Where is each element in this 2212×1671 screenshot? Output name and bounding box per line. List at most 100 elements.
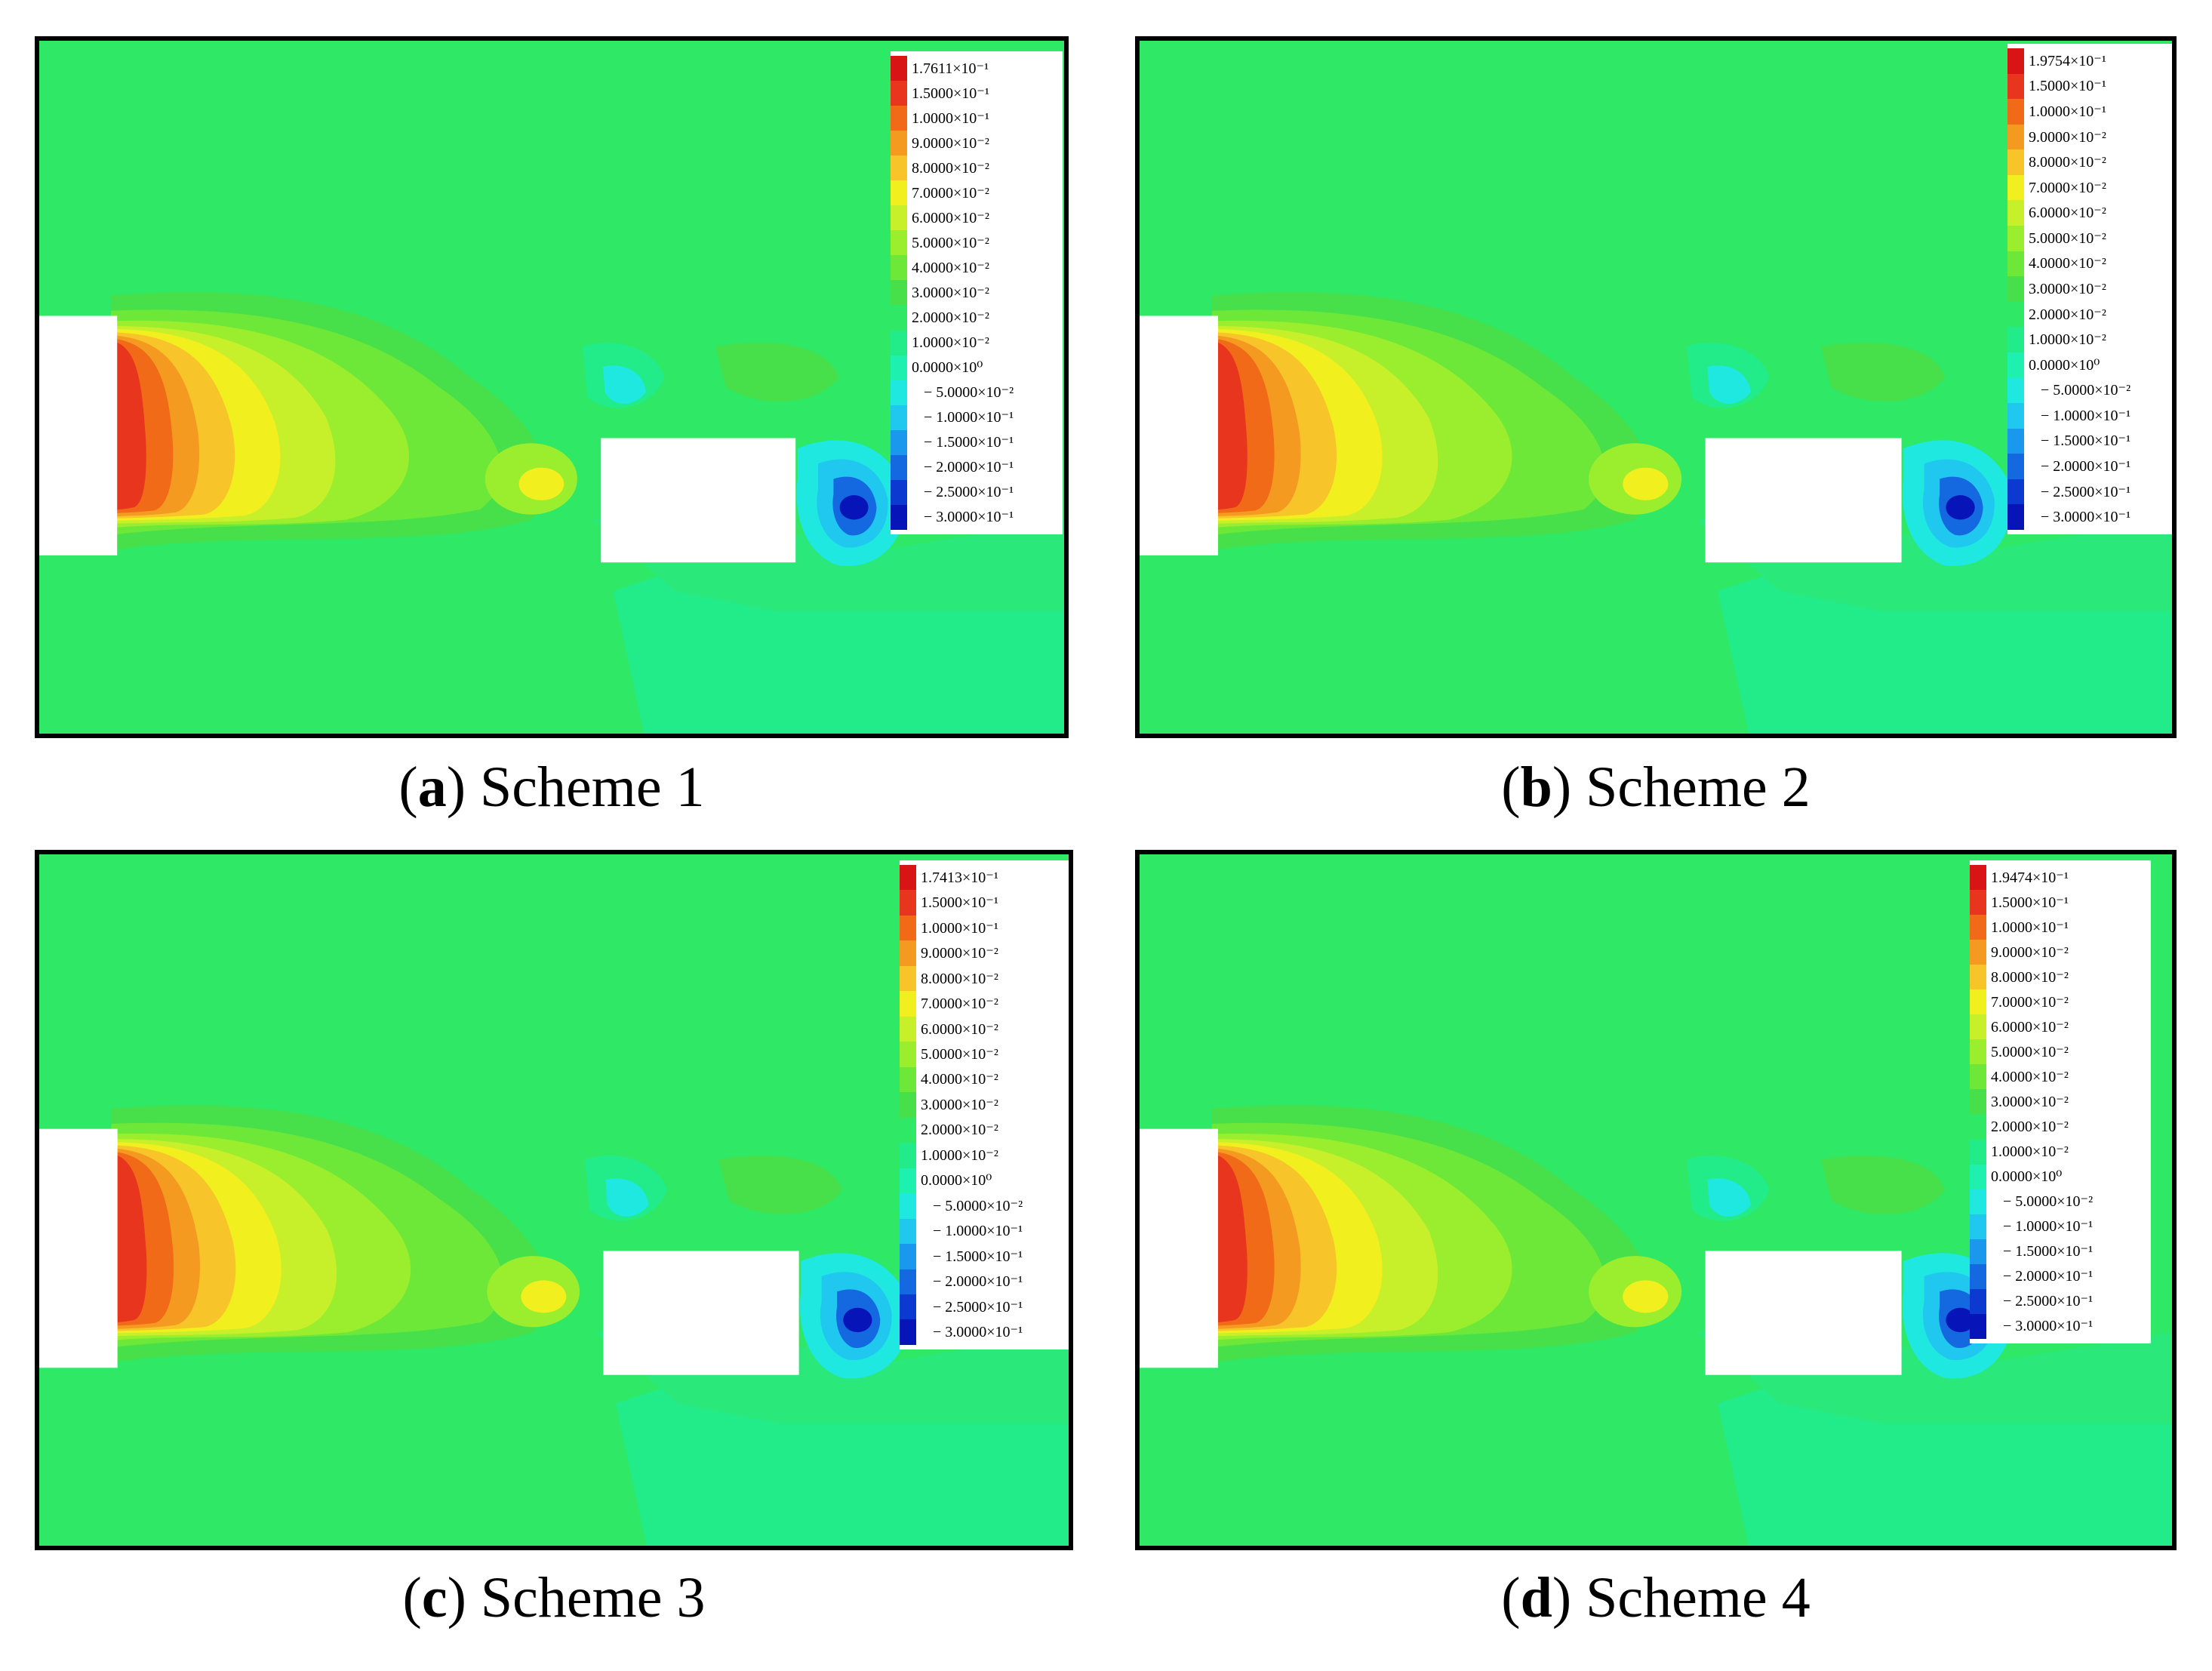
legend-label: 6.0000×10⁻² xyxy=(921,1020,998,1038)
legend-swatch xyxy=(891,131,907,156)
legend-max-label: 1.9754×10⁻¹ xyxy=(2029,52,2106,69)
legend-row: 4.0000×10⁻² xyxy=(900,1066,1066,1093)
legend-label: 0.0000×10⁰ xyxy=(921,1172,992,1189)
contour-field xyxy=(39,41,1064,734)
legend-label: 6.0000×10⁻² xyxy=(1991,1018,2069,1036)
legend-row: 1.5000×10⁻¹ xyxy=(900,890,1066,916)
legend-label: − 1.5000×10⁻¹ xyxy=(933,1248,1023,1265)
legend-max-label: 1.7413×10⁻¹ xyxy=(921,869,998,886)
legend-row: 4.0000×10⁻² xyxy=(1970,1064,2146,1090)
legend-swatch xyxy=(1970,1089,1986,1115)
legend-label: 1.5000×10⁻¹ xyxy=(2029,78,2106,95)
legend-row: − 2.0000×10⁻¹ xyxy=(900,1269,1066,1294)
caption-letter: d xyxy=(1520,1566,1552,1629)
legend-swatch xyxy=(1970,915,1986,940)
legend-label: 3.0000×10⁻² xyxy=(2029,280,2106,297)
legend-label: 2.0000×10⁻² xyxy=(921,1122,998,1139)
legend-swatch xyxy=(1970,1114,1986,1140)
legend-row: 7.0000×10⁻² xyxy=(2007,174,2170,201)
legend-swatch xyxy=(2007,428,2024,454)
caption-title: Scheme 2 xyxy=(1586,755,1811,819)
legend-label: 5.0000×10⁻² xyxy=(921,1046,998,1063)
legend-swatch xyxy=(1970,890,1986,916)
legend-swatch xyxy=(891,355,907,380)
legend-swatch xyxy=(900,991,916,1017)
legend-swatch xyxy=(900,1269,916,1294)
legend-swatch xyxy=(891,230,907,256)
legend-label: − 1.0000×10⁻¹ xyxy=(933,1223,1023,1240)
legend-swatch xyxy=(891,255,907,281)
legend-swatch xyxy=(900,1042,916,1067)
legend-row: − 2.5000×10⁻¹ xyxy=(891,479,1058,505)
legend-swatch xyxy=(2007,327,2024,352)
legend-swatch-max xyxy=(2007,48,2024,74)
legend-row: 3.0000×10⁻² xyxy=(2007,276,2170,302)
legend-label: 7.0000×10⁻² xyxy=(2029,179,2106,196)
legend-row: 8.0000×10⁻² xyxy=(2007,149,2170,175)
legend-label: − 1.0000×10⁻¹ xyxy=(2003,1218,2094,1236)
legend-swatch xyxy=(1970,1189,1986,1214)
legend-row: 4.0000×10⁻² xyxy=(2007,251,2170,277)
legend-swatch xyxy=(1970,965,1986,990)
legend-swatch xyxy=(1970,1139,1986,1165)
legend-swatch xyxy=(900,1092,916,1118)
legend-swatch xyxy=(891,504,907,530)
legend-swatch xyxy=(891,305,907,331)
legend-label: − 1.5000×10⁻¹ xyxy=(2003,1243,2094,1260)
legend-row: − 5.0000×10⁻² xyxy=(891,380,1058,405)
legend-label: − 5.0000×10⁻² xyxy=(2003,1193,2094,1211)
contour-plot: 1.9474×10⁻¹ 1.5000×10⁻¹ 1.0000×10⁻¹ 9.0000… xyxy=(1135,850,2177,1550)
legend-label: 8.0000×10⁻² xyxy=(921,970,998,987)
legend-label: 1.0000×10⁻¹ xyxy=(921,919,998,937)
legend-label: − 5.0000×10⁻² xyxy=(924,384,1014,402)
color-legend: 1.7611×10⁻¹ 1.5000×10⁻¹ 1.0000×10⁻¹ 9.0000… xyxy=(891,51,1063,534)
legend-row: 0.0000×10⁰ xyxy=(1970,1164,2146,1189)
legend-label: 3.0000×10⁻² xyxy=(1991,1093,2069,1110)
legend-row: 7.0000×10⁻² xyxy=(1970,989,2146,1015)
legend-label: 9.0000×10⁻² xyxy=(2029,128,2106,146)
legend-swatch xyxy=(2007,124,2024,150)
legend-swatch xyxy=(2007,251,2024,277)
legend-label: 4.0000×10⁻² xyxy=(912,259,989,276)
legend-label: − 2.5000×10⁻¹ xyxy=(2003,1293,2094,1310)
legend-row: − 2.0000×10⁻¹ xyxy=(1970,1263,2146,1289)
legend-row: − 2.0000×10⁻¹ xyxy=(2007,454,2170,479)
legend-label: 1.0000×10⁻² xyxy=(1991,1143,2069,1161)
legend-row: 9.0000×10⁻² xyxy=(900,940,1066,966)
legend-swatch xyxy=(891,155,907,181)
caption-letter: c xyxy=(421,1566,448,1629)
legend-swatch xyxy=(900,1168,916,1194)
legend-row: 8.0000×10⁻² xyxy=(1970,965,2146,990)
legend-row: − 1.0000×10⁻¹ xyxy=(900,1218,1066,1245)
legend-row: 6.0000×10⁻² xyxy=(2007,200,2170,226)
legend-row: − 2.5000×10⁻¹ xyxy=(900,1294,1066,1320)
legend-row: 4.0000×10⁻² xyxy=(891,255,1058,281)
legend-row-max: 1.9754×10⁻¹ xyxy=(2007,48,2170,74)
contour-field xyxy=(1140,41,2172,734)
legend-swatch xyxy=(900,1193,916,1219)
legend-row: 9.0000×10⁻² xyxy=(2007,124,2170,150)
color-legend: 1.7413×10⁻¹ 1.5000×10⁻¹ 1.0000×10⁻¹ 9.0000… xyxy=(900,860,1069,1349)
legend-swatch xyxy=(1970,1039,1986,1065)
legend-row: 3.0000×10⁻² xyxy=(891,280,1058,306)
legend-label: 7.0000×10⁻² xyxy=(1991,993,2069,1011)
legend-label: − 2.5000×10⁻¹ xyxy=(924,484,1014,501)
legend-label: 1.0000×10⁻² xyxy=(2029,331,2106,349)
caption-title: Scheme 3 xyxy=(480,1566,706,1629)
caption-letter: b xyxy=(1520,755,1552,819)
legend-swatch xyxy=(900,915,916,941)
legend-swatch xyxy=(1970,1164,1986,1189)
legend-label: − 3.0000×10⁻¹ xyxy=(924,509,1014,526)
legend-label: − 2.0000×10⁻¹ xyxy=(933,1273,1023,1291)
legend-label: 8.0000×10⁻² xyxy=(1991,968,2069,986)
legend-label: − 3.0000×10⁻¹ xyxy=(933,1324,1023,1341)
legend-swatch xyxy=(891,106,907,131)
legend-row: − 1.0000×10⁻¹ xyxy=(891,405,1058,430)
legend-label: − 2.0000×10⁻¹ xyxy=(2003,1268,2094,1285)
legend-row: 1.5000×10⁻¹ xyxy=(2007,73,2170,100)
legend-label: − 5.0000×10⁻² xyxy=(2041,382,2131,399)
legend-swatch xyxy=(900,1143,916,1168)
legend-row: 3.0000×10⁻² xyxy=(900,1092,1066,1118)
legend-row: 7.0000×10⁻² xyxy=(891,180,1058,206)
legend-row-max: 1.7413×10⁻¹ xyxy=(900,865,1066,891)
